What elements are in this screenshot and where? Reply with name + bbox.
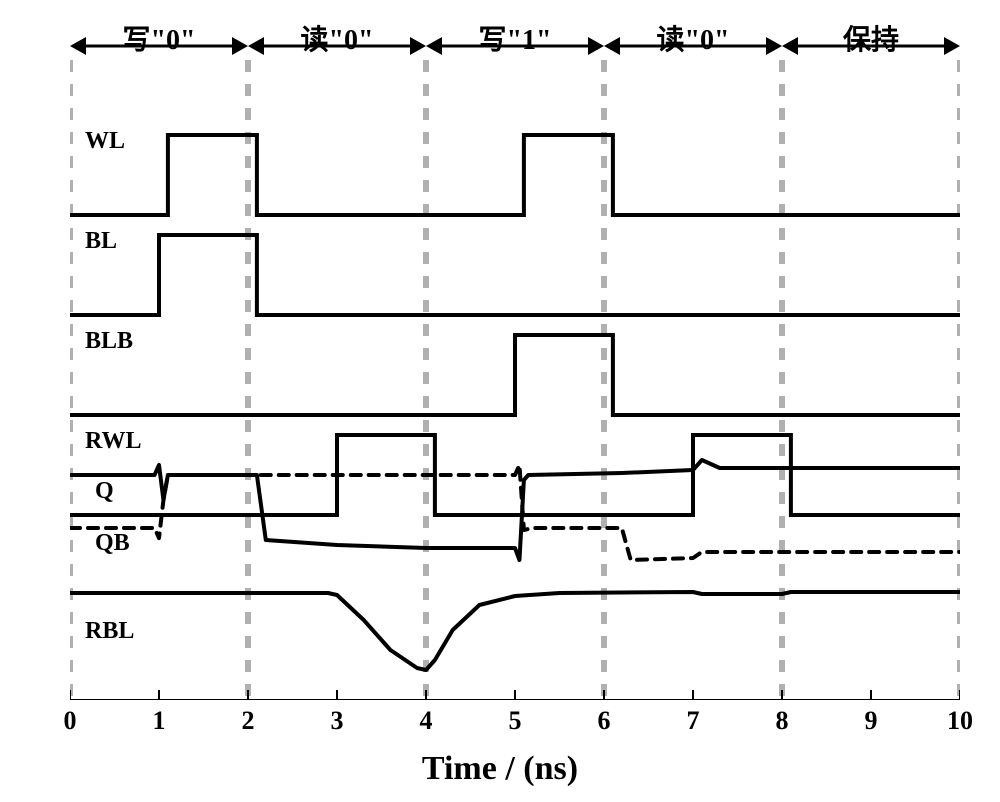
signal-label: BLB xyxy=(85,328,133,355)
x-tick-label: 9 xyxy=(865,706,878,736)
phase-label: 写"1" xyxy=(478,18,551,58)
x-tick-label: 4 xyxy=(420,706,433,736)
x-tick-label: 3 xyxy=(331,706,344,736)
signal-label: BL xyxy=(85,228,117,255)
timing-diagram: Time / (ns) 写"0"读"0"写"1"读"0"保持WLBLBLBRWL… xyxy=(0,0,1000,802)
phase-label: 保持 xyxy=(843,18,899,58)
x-tick-label: 5 xyxy=(509,706,522,736)
x-tick-label: 6 xyxy=(598,706,611,736)
x-tick-label: 0 xyxy=(64,706,77,736)
x-tick-label: 8 xyxy=(776,706,789,736)
overlay-svg xyxy=(0,0,1000,802)
signal-label: Q xyxy=(95,478,114,505)
phase-label: 读"0" xyxy=(300,18,373,58)
x-tick-label: 10 xyxy=(947,706,973,736)
x-tick-label: 1 xyxy=(153,706,166,736)
x-tick-label: 2 xyxy=(242,706,255,736)
signal-label: QB xyxy=(95,530,130,557)
signal-label: RWL xyxy=(85,428,142,455)
phase-label: 写"0" xyxy=(122,18,195,58)
signal-label: WL xyxy=(85,128,125,155)
x-tick-label: 7 xyxy=(687,706,700,736)
signal-label: RBL xyxy=(85,618,134,645)
phase-label: 读"0" xyxy=(656,18,729,58)
